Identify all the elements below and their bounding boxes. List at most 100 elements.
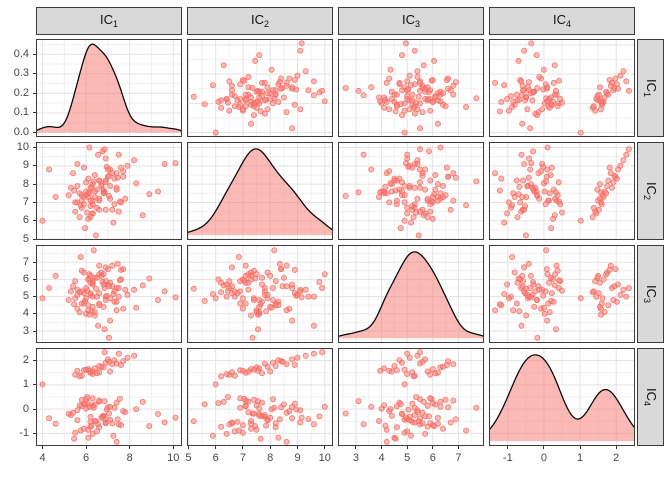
y-tick-label: 5 xyxy=(22,232,29,245)
y-tick-mark xyxy=(33,73,36,75)
strip-top-ic3: IC3 xyxy=(338,7,484,35)
x-tick-mark xyxy=(355,446,357,449)
y-tick-mark xyxy=(33,183,36,185)
scatter-panel-ic3-vs-ic4 xyxy=(489,245,635,343)
y-tick-label: 2 xyxy=(22,354,29,367)
x-tick-label: 4 xyxy=(378,452,385,464)
x-tick-label: 9 xyxy=(294,452,301,464)
x-tick-label: 2 xyxy=(613,452,620,464)
y-tick-label: 0.1 xyxy=(13,106,29,119)
x-tick-label: 8 xyxy=(267,452,274,464)
x-tick-label: -1 xyxy=(502,452,513,464)
strip-right-ic4-label: IC4 xyxy=(642,387,660,407)
x-tick-mark xyxy=(42,446,43,449)
strip-right-ic4: IC4 xyxy=(637,348,664,446)
x-tick-mark xyxy=(406,446,408,449)
x-tick-label: 4 xyxy=(39,452,46,464)
scatter-panel-ic3-vs-ic2 xyxy=(187,245,333,343)
y-tick-mark xyxy=(33,132,36,133)
strip-right-ic3: IC3 xyxy=(637,245,664,343)
x-tick-label: 5 xyxy=(185,452,192,464)
scatter-panel-ic2-vs-ic3 xyxy=(338,142,484,240)
x-tick-mark xyxy=(507,446,509,449)
strip-top-ic4: IC4 xyxy=(489,7,635,35)
y-tick-mark xyxy=(33,408,36,410)
y-tick-mark xyxy=(33,220,36,222)
x-tick-mark xyxy=(187,446,189,449)
x-tick-label: 1 xyxy=(577,452,584,464)
y-tick-label: 10 xyxy=(16,141,29,153)
density-panel-ic1 xyxy=(36,39,182,137)
y-tick-label: 6 xyxy=(22,214,29,227)
x-tick-label: 7 xyxy=(455,452,462,464)
y-tick-mark xyxy=(33,201,36,203)
y-tick-mark xyxy=(33,313,36,315)
y-tick-mark xyxy=(33,296,36,298)
y-tick-label: 7 xyxy=(22,195,29,208)
x-tick-label: 6 xyxy=(429,452,436,464)
scatter-panel-ic3-vs-ic1 xyxy=(36,245,182,343)
x-tick-label: 7 xyxy=(239,452,246,464)
y-tick-label: 7 xyxy=(22,255,29,268)
scatter-panel-ic4-vs-ic3 xyxy=(338,348,484,446)
strip-top-ic2-label: IC2 xyxy=(250,12,269,29)
scatter-panel-ic4-vs-ic2 xyxy=(187,348,333,446)
y-tick-label: 9 xyxy=(22,159,29,172)
strip-top-ic1: IC1 xyxy=(36,7,182,35)
scatter-panel-ic2-vs-ic4 xyxy=(489,142,635,240)
strip-top-ic1-label: IC1 xyxy=(99,12,118,29)
density-panel-ic2 xyxy=(187,142,333,240)
strip-right-ic2: IC2 xyxy=(637,142,664,240)
y-tick-label: 0.3 xyxy=(13,67,29,80)
strip-top-ic2: IC2 xyxy=(187,7,333,35)
y-tick-mark xyxy=(33,165,36,167)
x-tick-mark xyxy=(432,446,434,449)
y-tick-mark xyxy=(33,92,36,94)
y-tick-label: 5 xyxy=(22,290,29,303)
y-tick-mark xyxy=(33,261,36,263)
y-tick-mark xyxy=(33,384,36,386)
strip-top-ic3-label: IC3 xyxy=(401,12,420,29)
scatter-panel-ic1-vs-ic3 xyxy=(338,39,484,137)
y-tick-mark xyxy=(33,278,36,280)
x-tick-mark xyxy=(324,446,326,449)
x-tick-mark xyxy=(85,446,87,449)
x-tick-label: 3 xyxy=(352,452,359,464)
y-tick-label: 0.0 xyxy=(13,126,29,138)
x-tick-label: 5 xyxy=(404,452,411,464)
density-panel-ic4 xyxy=(489,348,635,446)
scatter-panel-ic2-vs-ic1 xyxy=(36,142,182,240)
scatter-panel-ic1-vs-ic2 xyxy=(187,39,333,137)
x-tick-label: 6 xyxy=(212,452,219,464)
x-tick-mark xyxy=(579,446,581,449)
y-tick-label: 0.2 xyxy=(13,86,29,99)
x-tick-mark xyxy=(297,446,298,449)
x-tick-mark xyxy=(215,446,217,449)
x-tick-mark xyxy=(242,446,244,449)
scatter-panel-ic4-vs-ic1 xyxy=(36,348,182,446)
x-tick-mark xyxy=(615,446,617,449)
y-tick-label: 0.4 xyxy=(13,47,29,60)
x-tick-mark xyxy=(172,446,174,449)
density-panel-ic3 xyxy=(338,245,484,343)
y-tick-mark xyxy=(33,238,36,240)
y-tick-mark xyxy=(33,432,36,434)
x-tick-label: 0 xyxy=(540,452,547,464)
y-tick-label: 6 xyxy=(22,272,29,285)
x-tick-label: 10 xyxy=(318,452,331,464)
x-tick-mark xyxy=(543,446,545,449)
y-tick-mark xyxy=(33,53,36,55)
y-tick-mark xyxy=(33,112,36,114)
strip-right-ic1-label: IC1 xyxy=(642,78,660,98)
y-tick-label: 0 xyxy=(22,402,29,415)
y-tick-mark xyxy=(33,330,36,332)
y-tick-mark xyxy=(33,360,36,362)
x-tick-mark xyxy=(269,446,271,449)
y-tick-label: 8 xyxy=(22,177,29,190)
x-tick-mark xyxy=(129,446,131,449)
x-tick-mark xyxy=(457,446,459,449)
x-tick-label: 8 xyxy=(126,452,133,464)
strip-right-ic1: IC1 xyxy=(637,39,664,137)
x-tick-label: 6 xyxy=(83,452,90,464)
